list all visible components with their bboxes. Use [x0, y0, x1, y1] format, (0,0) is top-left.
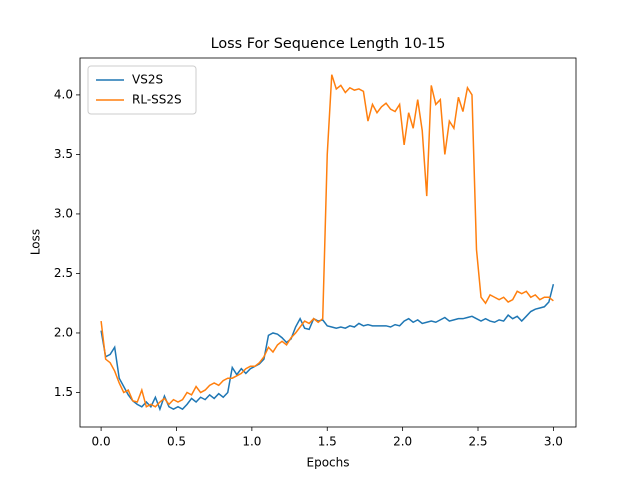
data-line — [100, 74, 554, 408]
y-tick-label: 3.0 — [54, 206, 73, 220]
x-axis-label: Epochs — [307, 456, 350, 470]
x-tick-label: 1.0 — [242, 435, 261, 449]
x-tick-label: 0.5 — [167, 435, 186, 449]
plot-frame — [79, 57, 577, 428]
legend-label: VS2S — [132, 73, 163, 87]
x-tick-label: 3.0 — [544, 435, 563, 449]
x-tick-label: 1.5 — [318, 435, 337, 449]
data-line — [100, 283, 555, 412]
chart-title: Loss For Sequence Length 10-15 — [211, 36, 446, 52]
legend-box — [87, 65, 197, 115]
y-tick-label: 2.5 — [54, 266, 73, 280]
x-tick-label: 0.0 — [92, 435, 111, 449]
y-tick-label: 1.5 — [54, 385, 73, 399]
x-tick-label: 2.5 — [468, 435, 487, 449]
legend-label: RL-SS2S — [132, 93, 182, 107]
y-tick-label: 3.5 — [54, 147, 73, 161]
y-tick-label: 2.0 — [54, 325, 73, 339]
y-axis-label: Loss — [29, 229, 43, 255]
x-tick-label: 2.0 — [393, 435, 412, 449]
y-tick-label: 4.0 — [54, 87, 73, 101]
